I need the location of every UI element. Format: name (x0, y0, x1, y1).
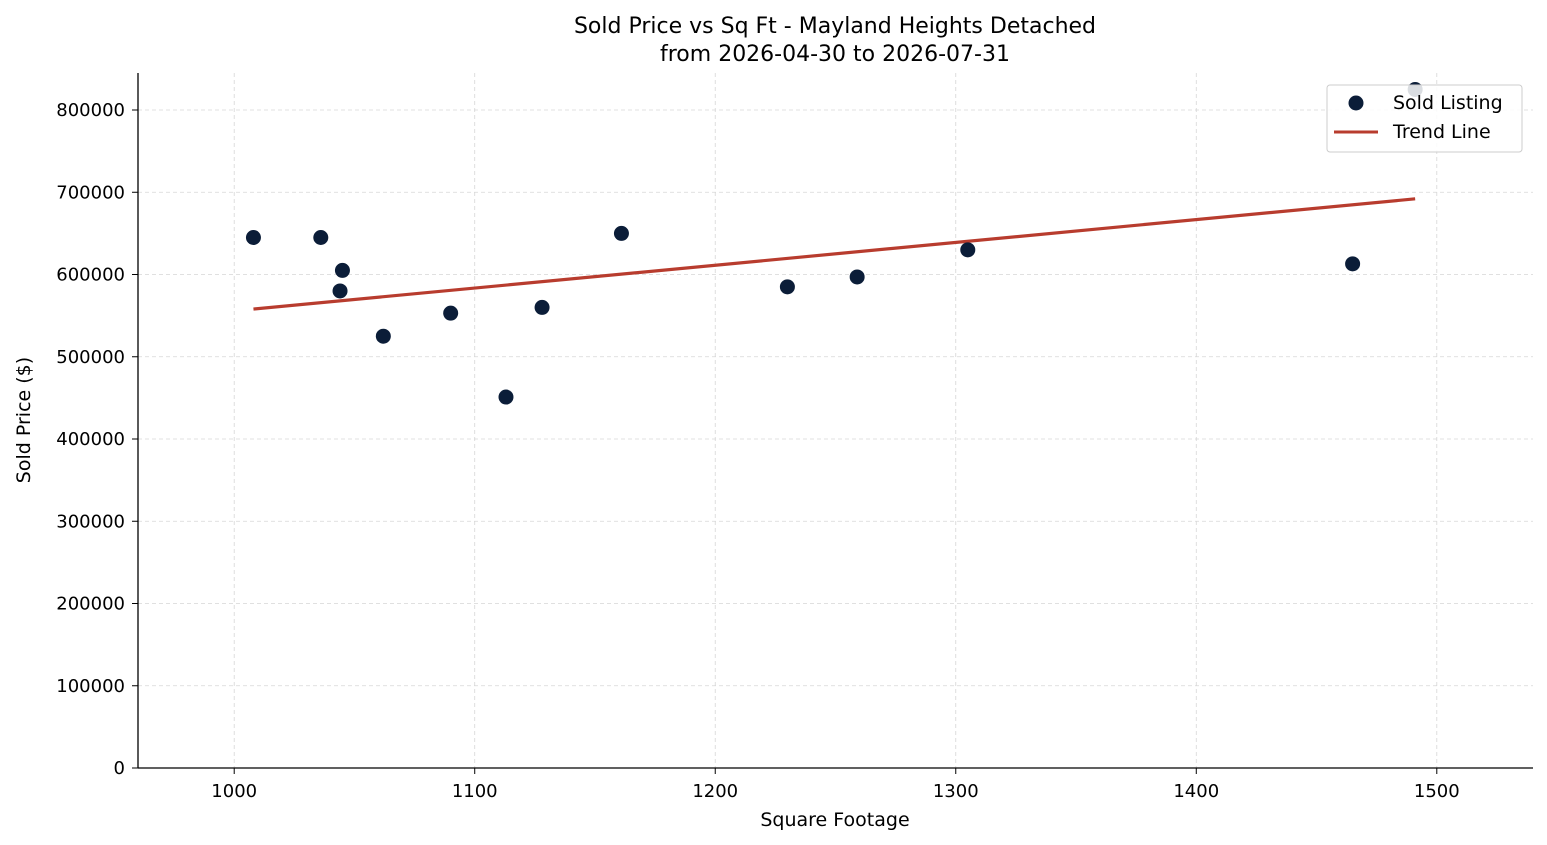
y-tick-label: 500000 (56, 347, 125, 368)
x-tick-label: 1500 (1414, 781, 1460, 802)
data-point (313, 229, 329, 245)
data-point (960, 242, 976, 258)
y-tick-label: 600000 (56, 265, 125, 286)
grid-lines (138, 73, 1533, 768)
legend-label-sold-listing: Sold Listing (1393, 92, 1503, 114)
x-tick-label: 1400 (1173, 781, 1219, 802)
chart-title: Sold Price vs Sq Ft - Mayland Heights De… (574, 14, 1096, 39)
x-tick-label: 1200 (692, 781, 738, 802)
trend-line (253, 197, 1416, 311)
y-tick-label: 0 (114, 758, 125, 779)
legend-marker-sold-listing (1348, 95, 1364, 111)
legend-label-trend-line: Trend Line (1392, 121, 1491, 143)
data-point (375, 328, 391, 344)
legend-box (1326, 84, 1523, 153)
data-point (498, 389, 514, 405)
x-tick-label: 1100 (452, 781, 498, 802)
data-point (443, 305, 459, 321)
data-point (334, 262, 350, 278)
axes (137, 73, 1533, 769)
y-tick-label: 200000 (56, 594, 125, 615)
x-tick-label: 1000 (211, 781, 257, 802)
chart-subtitle: from 2026-04-30 to 2026-07-31 (660, 42, 1010, 67)
data-point (332, 283, 348, 299)
data-point (779, 279, 795, 295)
y-tick-label: 800000 (56, 100, 125, 121)
scatter-points (245, 81, 1423, 405)
data-point (849, 269, 865, 285)
trend-line-layer (253, 197, 1416, 311)
y-axis-label: Sold Price ($) (13, 357, 35, 483)
x-axis-label: Square Footage (760, 809, 909, 831)
y-tick-label: 700000 (56, 182, 125, 203)
y-tick-label: 100000 (56, 676, 125, 697)
x-tick-label: 1300 (933, 781, 979, 802)
y-tick-label: 400000 (56, 429, 125, 450)
data-point (245, 229, 261, 245)
tick-labels: 1000 1100 1200 1300 1400 1500 0 100000 200000 300… (56, 100, 1459, 802)
data-point (534, 299, 550, 315)
data-point (613, 225, 629, 241)
y-tick-label: 300000 (56, 511, 125, 532)
data-point (1345, 256, 1361, 272)
legend: Sold Listing Trend Line (1326, 84, 1523, 153)
